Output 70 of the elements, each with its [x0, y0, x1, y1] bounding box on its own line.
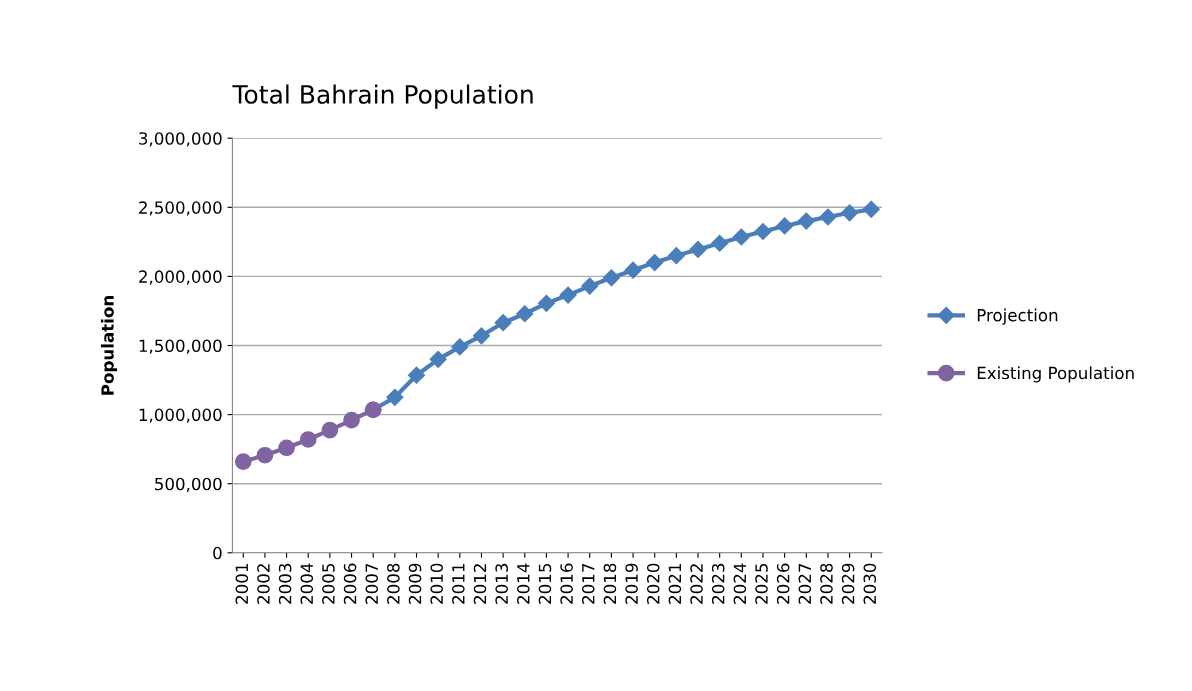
- x-tick-label: 2014: [517, 563, 530, 604]
- legend-label: Projection: [977, 308, 1058, 325]
- x-tick-label: 2019: [625, 563, 638, 604]
- point: [516, 305, 534, 323]
- point: [581, 277, 599, 295]
- point: [797, 212, 815, 230]
- y-tick-label: 1,000,000: [139, 408, 222, 423]
- x-tick-label: 2015: [538, 563, 552, 604]
- x-tick-label: 2027: [798, 563, 812, 604]
- x-tick-label: 2003: [278, 563, 292, 604]
- x-tick-label: 2012: [473, 564, 487, 604]
- y-tick-label: 2,500,000: [139, 201, 222, 216]
- x-tick-label: 2009: [408, 563, 422, 604]
- x-tick-label: 2005: [322, 563, 335, 604]
- x-tick-label: 2001: [235, 564, 249, 604]
- x-tick-label: 2026: [776, 563, 790, 604]
- x-tick-label: 2002: [257, 564, 270, 604]
- x-tick-label: 2013: [495, 563, 508, 604]
- x-tick-label: 2025: [755, 563, 768, 604]
- point: [711, 234, 729, 252]
- point: [234, 453, 252, 470]
- x-tick-label: 2023: [711, 563, 725, 604]
- legend-label: Existing Population: [977, 366, 1134, 383]
- x-tick-label: 2004: [300, 563, 314, 604]
- y-tick-label: 2,000,000: [139, 270, 222, 285]
- x-tick-label: 2021: [668, 564, 682, 604]
- x-tick-label: 2030: [863, 563, 877, 604]
- y-tick-label: 3,000,000: [139, 132, 222, 147]
- point: [451, 338, 469, 356]
- x-tick-label: 2018: [603, 563, 617, 604]
- y-tick-label: 0: [213, 546, 222, 560]
- x-tick-label: 2029: [841, 563, 855, 604]
- point: [776, 217, 794, 235]
- x-tick-label: 2007: [365, 563, 379, 604]
- point: [841, 204, 859, 222]
- point: [667, 247, 685, 265]
- point: [494, 314, 512, 332]
- point: [386, 388, 404, 406]
- x-tick-label: 2022: [690, 564, 703, 604]
- point: [537, 294, 555, 312]
- point: [429, 350, 447, 368]
- point: [559, 286, 577, 304]
- x-tick-label: 2028: [820, 563, 833, 604]
- point: [407, 366, 426, 384]
- x-tick-label: 2011: [452, 564, 465, 604]
- point: [624, 261, 642, 279]
- point: [321, 421, 339, 439]
- point: [278, 439, 295, 457]
- point: [343, 411, 360, 429]
- point: [732, 228, 750, 246]
- point: [299, 431, 317, 448]
- point: [754, 222, 772, 241]
- point: [646, 254, 664, 272]
- point: [472, 327, 491, 345]
- point: [689, 240, 707, 259]
- chart-title: Total Bahrain Population: [232, 84, 533, 109]
- x-tick-label: 2024: [733, 563, 747, 604]
- x-tick-label: 2020: [646, 563, 660, 604]
- point: [602, 269, 620, 287]
- x-tick-label: 2008: [387, 563, 400, 604]
- point: [819, 208, 837, 226]
- x-tick-label: 2017: [581, 563, 595, 604]
- x-tick-label: 2010: [430, 563, 443, 604]
- x-tick-label: 2006: [343, 563, 357, 604]
- y-tick-label: 500,000: [155, 477, 222, 492]
- y-axis-title: Population: [100, 296, 118, 395]
- y-tick-label: 1,500,000: [139, 339, 222, 354]
- x-tick-label: 2016: [560, 563, 573, 604]
- point: [256, 446, 274, 464]
- point: [862, 200, 880, 218]
